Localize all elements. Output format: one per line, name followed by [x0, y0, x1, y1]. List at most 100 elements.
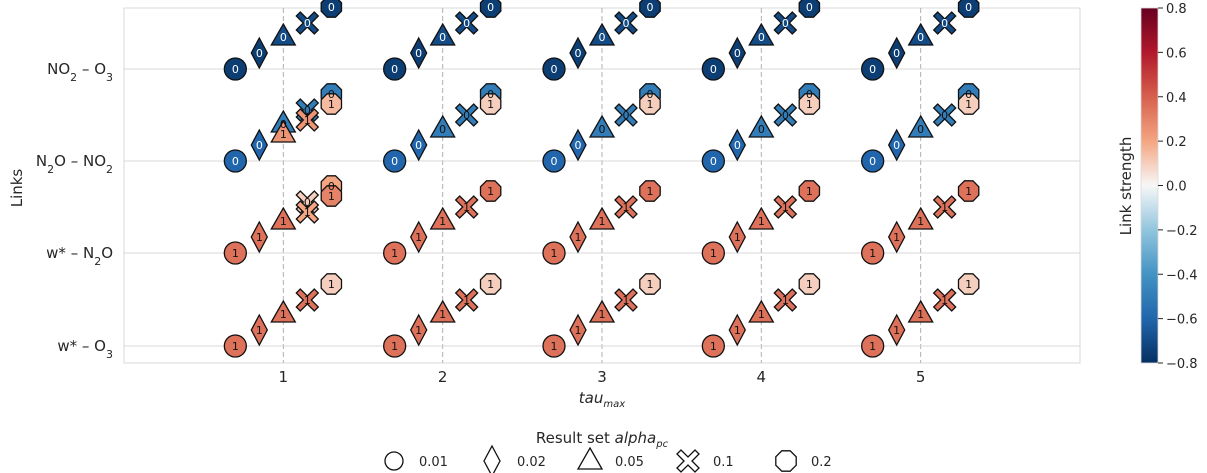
lag-label: 0	[758, 123, 765, 136]
lag-label: 1	[415, 324, 422, 337]
octagon-marker	[639, 273, 661, 295]
x-marker	[932, 195, 957, 219]
diamond-marker	[250, 36, 269, 70]
legend-triangle-icon	[576, 446, 604, 470]
colorbar-tick-label: 0.4	[1166, 91, 1187, 106]
lag-label: 0	[869, 63, 876, 76]
colorbar-tick-label: −0.2	[1166, 224, 1198, 239]
circle-marker	[542, 334, 566, 358]
octagon-marker	[320, 185, 343, 207]
lag-label: 1	[328, 98, 335, 111]
triangle-marker	[270, 119, 297, 143]
x-marker	[773, 288, 798, 312]
circle-marker	[701, 334, 725, 358]
octagon-marker	[639, 0, 661, 18]
x-marker	[614, 103, 638, 127]
legend-item: 0.05	[576, 446, 644, 470]
legend: Result set alphapc 0.01 0.02 0.05 0.1 0.2	[384, 429, 832, 473]
diamond-marker	[409, 36, 428, 70]
lag-label: 0	[893, 47, 900, 60]
lag-label: 0	[806, 88, 813, 101]
triangle-marker	[429, 114, 456, 138]
diamond-marker	[569, 36, 587, 70]
diamond-marker	[887, 313, 906, 347]
lag-label: 1	[575, 324, 582, 337]
lag-label: 0	[304, 196, 311, 209]
lag-label: 1	[734, 324, 741, 337]
chart-marks: 0000000010101111010111111000000000011111…	[223, 0, 980, 358]
triangle-marker	[588, 114, 616, 138]
octagon-marker	[639, 93, 661, 115]
lag-label: 0	[232, 63, 239, 76]
x-axis-label: taumax	[579, 389, 625, 410]
x-marker	[614, 288, 638, 312]
octagon-marker	[798, 180, 821, 202]
legend-items: 0.01 0.02 0.05 0.1 0.2	[384, 444, 832, 473]
triangle-marker	[907, 22, 934, 46]
legend-label: 0.02	[517, 455, 546, 470]
circle-marker	[701, 57, 725, 81]
x-tick-label: 1	[279, 368, 289, 386]
lag-label: 0	[917, 123, 924, 136]
lag-label: 0	[304, 104, 311, 117]
lag-label: 1	[280, 128, 287, 141]
x-tick-label: 4	[757, 368, 767, 386]
y-tick-label: w* – N2O	[46, 244, 113, 268]
legend-label: 0.2	[811, 455, 832, 470]
circle-marker	[223, 149, 247, 173]
colorbar-label: Link strength	[1117, 137, 1135, 236]
lag-label: 1	[893, 324, 900, 337]
lag-label: 1	[328, 190, 335, 203]
x-marker	[295, 108, 320, 132]
lag-label: 0	[280, 118, 287, 131]
triangle-marker	[588, 22, 616, 46]
octagon-marker	[479, 273, 502, 295]
diamond-marker	[250, 313, 269, 347]
x-marker	[295, 11, 320, 35]
diamond-marker	[409, 220, 428, 254]
diamond-marker	[409, 128, 428, 162]
triangle-marker	[748, 114, 775, 138]
triangle-marker	[588, 206, 616, 230]
lag-label: 1	[575, 231, 582, 244]
x-marker	[614, 195, 638, 219]
lag-label: 0	[893, 139, 900, 152]
x-marker	[773, 11, 798, 35]
triangle-marker	[429, 206, 456, 230]
x-marker	[773, 103, 798, 127]
x-marker	[454, 195, 479, 219]
lag-label: 1	[917, 308, 924, 321]
diamond-marker	[887, 36, 906, 70]
x-marker	[773, 195, 798, 219]
diamond-marker	[569, 128, 587, 162]
lag-label: 1	[647, 185, 654, 198]
lag-label: 0	[232, 155, 239, 168]
legend-title: Result set alphapc	[536, 429, 669, 450]
lag-label: 0	[647, 88, 654, 101]
lag-label: 0	[965, 1, 972, 14]
lag-label: 0	[710, 155, 717, 168]
lag-label: 1	[941, 201, 948, 214]
lag-label: 1	[463, 294, 470, 307]
lag-label: 0	[256, 47, 263, 60]
octagon-marker	[957, 273, 980, 295]
y-tick-labels: NO2 – O3 N2O – NO2 w* – N2O w* – O3	[36, 60, 113, 361]
lag-label: 0	[487, 88, 494, 101]
circle-marker	[861, 334, 885, 358]
lag-label: 0	[965, 88, 972, 101]
lag-label: 1	[415, 231, 422, 244]
octagon-marker	[957, 93, 980, 115]
legend-label: 0.1	[713, 455, 734, 470]
lag-label: 1	[551, 247, 558, 260]
lag-label: 1	[439, 215, 446, 228]
lag-label: 1	[304, 114, 311, 127]
circle-marker	[223, 334, 247, 358]
lag-label: 1	[599, 215, 606, 228]
lag-label: 1	[758, 215, 765, 228]
lag-label: 0	[941, 17, 948, 30]
lag-label: 1	[869, 340, 876, 353]
legend-item: 0.01	[384, 451, 448, 471]
colorbar-ticks: 0.8 0.6 0.4 0.2 0.0 −0.2 −0.4 −0.6 −0.8	[1158, 2, 1198, 372]
lag-label: 1	[806, 98, 813, 111]
lag-label: 0	[415, 47, 422, 60]
